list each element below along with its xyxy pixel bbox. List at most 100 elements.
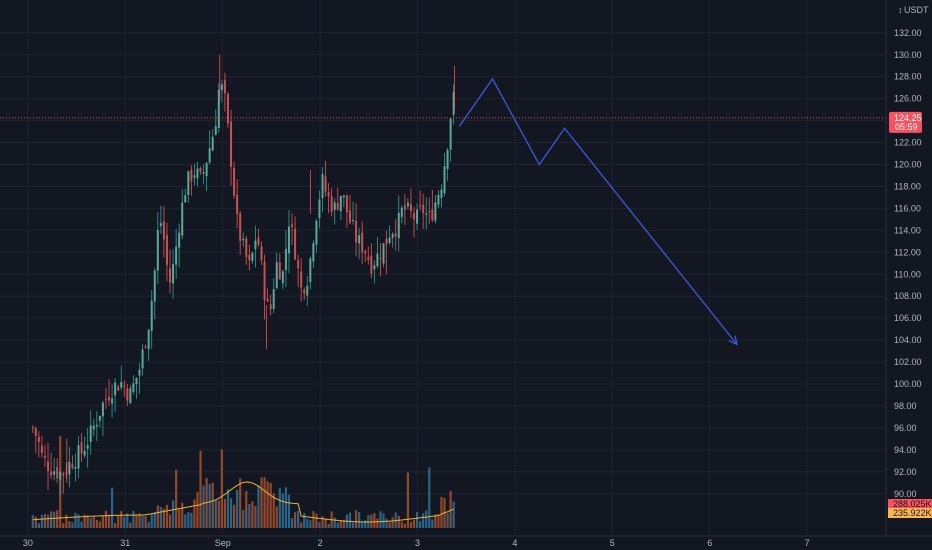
candle-body bbox=[202, 172, 205, 174]
price-tick-label: 114.00 bbox=[894, 225, 921, 235]
candle-body bbox=[175, 246, 178, 265]
volume-bar bbox=[412, 519, 416, 528]
candle-body bbox=[382, 243, 385, 264]
volume-bar bbox=[260, 477, 263, 528]
candle-body bbox=[364, 251, 367, 254]
volume-bar bbox=[400, 521, 403, 528]
price-tick-label: 126.00 bbox=[894, 94, 922, 104]
volume-bar bbox=[275, 506, 278, 528]
candle-body bbox=[315, 220, 318, 245]
candle-body bbox=[251, 252, 254, 262]
volume-bar bbox=[361, 521, 364, 528]
volume-bar bbox=[187, 512, 190, 528]
volume-bar bbox=[403, 523, 406, 528]
volume-bar bbox=[354, 510, 358, 528]
volume-bar bbox=[175, 469, 178, 528]
volume-bar bbox=[364, 520, 367, 528]
time-tick-label: 4 bbox=[512, 538, 517, 548]
candle-body bbox=[226, 93, 229, 124]
volume-bar bbox=[220, 449, 223, 528]
candle-body bbox=[117, 386, 120, 391]
volume-bar bbox=[290, 518, 294, 528]
candle-body bbox=[287, 226, 290, 254]
volume-bar bbox=[181, 502, 184, 528]
volume-bar bbox=[428, 467, 431, 528]
candle-body bbox=[165, 235, 168, 265]
volume-bar bbox=[321, 516, 324, 528]
volume-bar bbox=[114, 523, 117, 528]
candle-body bbox=[153, 270, 156, 302]
volume-bar bbox=[297, 510, 300, 528]
candle-body bbox=[413, 213, 416, 220]
price-axis-panel[interactable] bbox=[886, 0, 932, 536]
volume-bar bbox=[370, 514, 373, 528]
volume-bar bbox=[431, 519, 434, 528]
volume-bar bbox=[254, 505, 257, 528]
candle-body bbox=[181, 202, 184, 236]
volume-bar bbox=[49, 511, 53, 528]
candle-body bbox=[50, 471, 53, 476]
volume-bar bbox=[391, 517, 394, 528]
price-tick-label: 112.00 bbox=[894, 247, 921, 257]
volume-bars bbox=[31, 435, 455, 528]
volume-bar bbox=[293, 512, 297, 528]
volume-bar bbox=[123, 516, 126, 528]
candlesticks bbox=[31, 54, 455, 495]
volume-bar bbox=[351, 522, 355, 528]
volume-bar bbox=[165, 504, 169, 528]
volume-bar bbox=[382, 513, 385, 528]
candle-body bbox=[260, 246, 263, 261]
volume-bar bbox=[281, 493, 284, 528]
candle-body bbox=[71, 464, 74, 468]
candle-body bbox=[156, 229, 159, 271]
projection-line[interactable] bbox=[458, 77, 738, 345]
volume-bar bbox=[229, 498, 233, 528]
candle-body bbox=[141, 349, 144, 369]
volume-bar bbox=[251, 501, 254, 528]
currency-scale-icon: ↕ bbox=[898, 5, 903, 15]
candle-body bbox=[318, 199, 321, 219]
volume-bar bbox=[437, 514, 440, 528]
candle-body bbox=[147, 329, 150, 350]
price-tick-label: 94.00 bbox=[894, 445, 917, 455]
volume-bar bbox=[388, 522, 391, 528]
volume-bar bbox=[284, 487, 288, 528]
candle-body bbox=[294, 228, 297, 260]
price-tick-label: 118.00 bbox=[894, 181, 921, 191]
time-tick-label: 5 bbox=[610, 538, 615, 548]
time-tick-label: 3 bbox=[415, 538, 420, 548]
volume-bar bbox=[303, 513, 306, 528]
candle-body bbox=[342, 195, 345, 198]
volume-bar bbox=[162, 508, 166, 528]
volume-bar bbox=[46, 514, 50, 528]
candle-body bbox=[370, 255, 373, 274]
price-tick-label: 128.00 bbox=[894, 72, 922, 82]
time-axis-panel[interactable] bbox=[0, 536, 932, 550]
volume-bar bbox=[86, 515, 89, 528]
candle-body bbox=[339, 195, 342, 212]
volume-bar bbox=[104, 510, 108, 528]
candle-body bbox=[254, 240, 257, 250]
candle-body bbox=[199, 168, 202, 172]
candle-body bbox=[190, 169, 193, 182]
currency-label: ↕ USDT bbox=[898, 5, 929, 15]
candle-body bbox=[291, 224, 294, 227]
volume-bar bbox=[68, 521, 71, 528]
candle-body bbox=[126, 388, 129, 401]
candle-body bbox=[220, 84, 223, 91]
volume-bar bbox=[376, 518, 379, 528]
candle-body bbox=[355, 220, 358, 243]
volume-bar bbox=[65, 514, 68, 528]
candle-body bbox=[47, 461, 50, 472]
candle-body bbox=[208, 148, 211, 163]
volume-bar bbox=[77, 514, 80, 528]
volume-bar bbox=[342, 519, 345, 528]
candle-body bbox=[159, 223, 162, 226]
candle-body bbox=[184, 195, 187, 203]
volume-bar bbox=[53, 511, 56, 528]
price-tick-label: 130.00 bbox=[894, 50, 922, 60]
candle-body bbox=[269, 304, 272, 310]
volume-bar bbox=[272, 493, 275, 528]
